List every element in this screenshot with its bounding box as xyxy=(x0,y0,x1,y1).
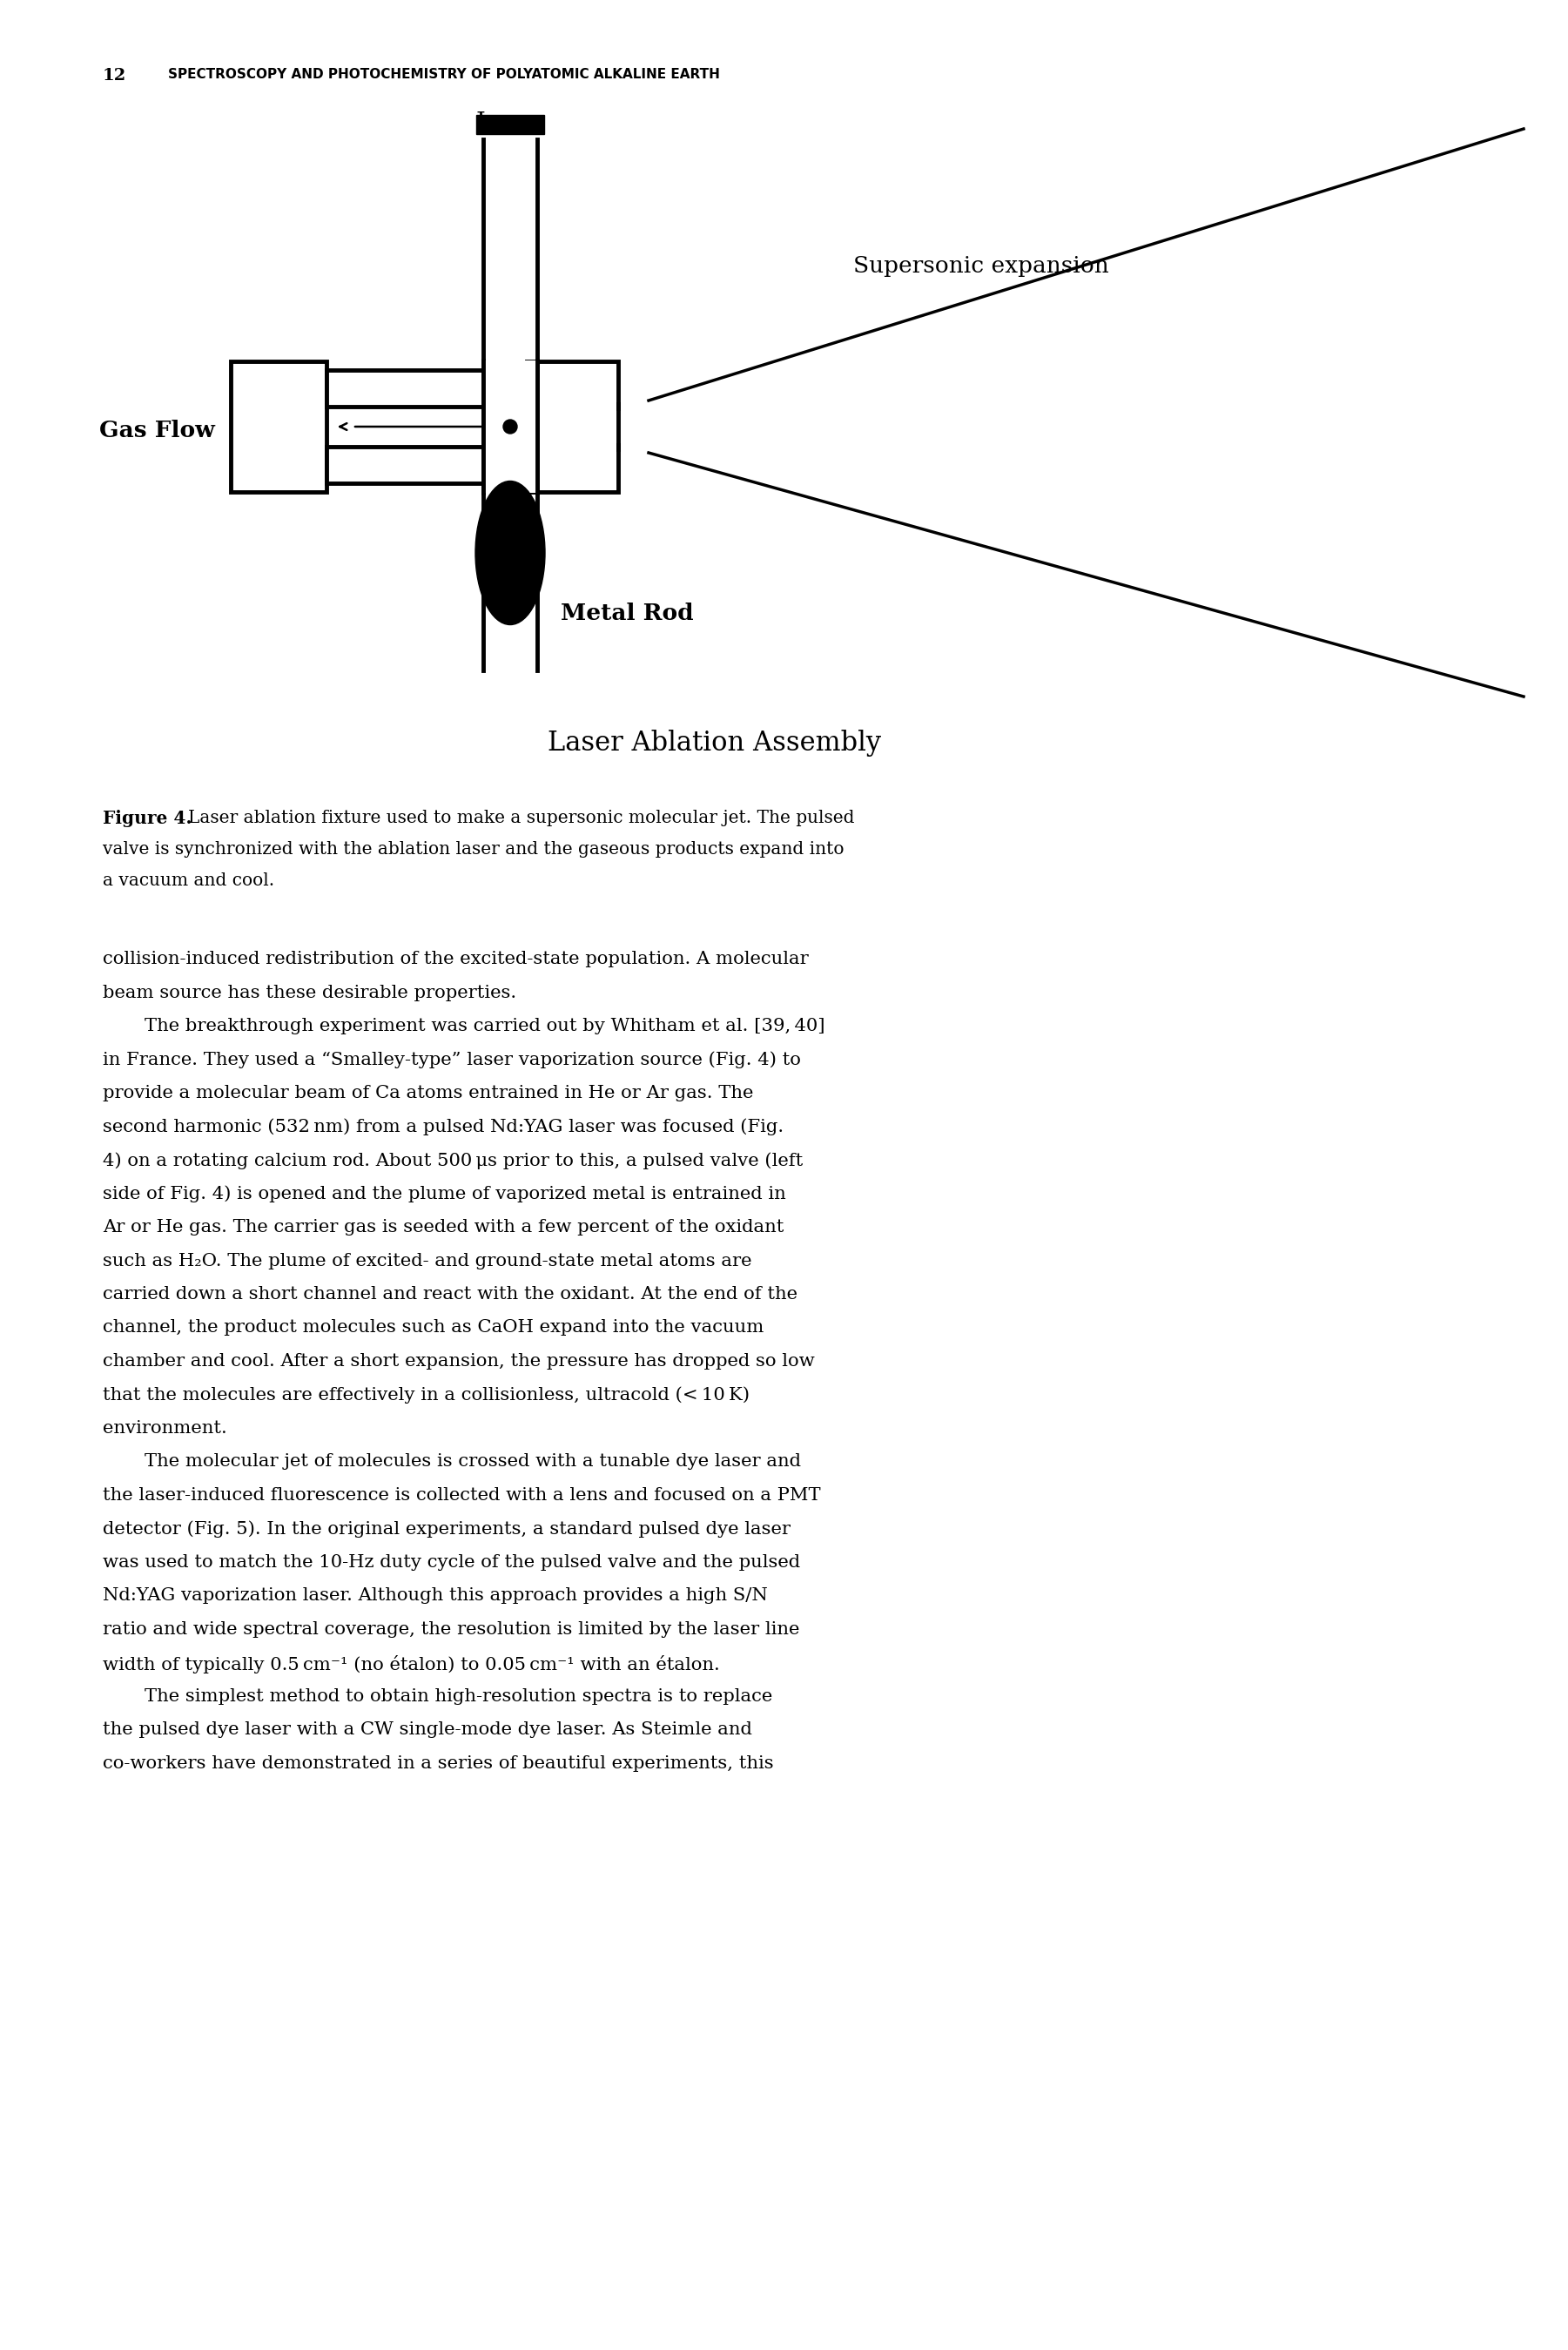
Text: Laser ablation fixture used to make a supersonic molecular jet. The pulsed: Laser ablation fixture used to make a su… xyxy=(188,811,855,827)
Text: carried down a short channel and react with the oxidant. At the end of the: carried down a short channel and react w… xyxy=(103,1285,798,1302)
Text: a vacuum and cool.: a vacuum and cool. xyxy=(103,872,274,888)
Text: Ar or He gas. The carrier gas is seeded with a few percent of the oxidant: Ar or He gas. The carrier gas is seeded … xyxy=(103,1220,784,1236)
Text: channel, the product molecules such as CaOH expand into the vacuum: channel, the product molecules such as C… xyxy=(103,1321,764,1337)
Ellipse shape xyxy=(475,482,546,625)
Text: width of typically 0.5 cm⁻¹ (no étalon) to 0.05 cm⁻¹ with an étalon.: width of typically 0.5 cm⁻¹ (no étalon) … xyxy=(103,1654,720,1673)
Bar xyxy=(230,362,326,491)
Circle shape xyxy=(503,421,517,435)
Text: in France. They used a “Smalley-type” laser vaporization source (Fig. 4) to: in France. They used a “Smalley-type” la… xyxy=(103,1050,801,1069)
Text: beam source has these desirable properties.: beam source has these desirable properti… xyxy=(103,985,516,1001)
Text: Metal Rod: Metal Rod xyxy=(561,604,693,625)
Text: detector (Fig. 5). In the original experiments, a standard pulsed dye laser: detector (Fig. 5). In the original exper… xyxy=(103,1520,790,1537)
Bar xyxy=(326,447,527,484)
Text: 4) on a rotating calcium rod. About 500 μs prior to this, a pulsed valve (left: 4) on a rotating calcium rod. About 500 … xyxy=(103,1152,803,1168)
Text: SPECTROSCOPY AND PHOTOCHEMISTRY OF POLYATOMIC ALKALINE EARTH: SPECTROSCOPY AND PHOTOCHEMISTRY OF POLYA… xyxy=(168,68,720,80)
Text: Laser Ablation Assembly: Laser Ablation Assembly xyxy=(547,728,881,757)
Text: was used to match the 10-Hz duty cycle of the pulsed valve and the pulsed: was used to match the 10-Hz duty cycle o… xyxy=(103,1553,800,1570)
Text: valve is synchronized with the ablation laser and the gaseous products expand in: valve is synchronized with the ablation … xyxy=(103,841,844,858)
Text: environment.: environment. xyxy=(103,1419,227,1436)
Text: Gas Flow: Gas Flow xyxy=(99,421,215,442)
Text: side of Fig. 4) is opened and the plume of vaporized metal is entrained in: side of Fig. 4) is opened and the plume … xyxy=(103,1184,786,1203)
Text: the pulsed dye laser with a CW single-mode dye laser. As Steimle and: the pulsed dye laser with a CW single-mo… xyxy=(103,1723,753,1739)
Text: The simplest method to obtain high-resolution spectra is to replace: The simplest method to obtain high-resol… xyxy=(144,1687,773,1704)
Text: Laser: Laser xyxy=(477,110,544,134)
Text: such as H₂O. The plume of excited- and ground-state metal atoms are: such as H₂O. The plume of excited- and g… xyxy=(103,1253,751,1269)
Text: 12: 12 xyxy=(103,68,127,85)
Text: The breakthrough experiment was carried out by Whitham et al. [39, 40]: The breakthrough experiment was carried … xyxy=(144,1018,825,1034)
Bar xyxy=(477,115,544,134)
Text: Figure 4.: Figure 4. xyxy=(103,811,191,827)
Text: second harmonic (532 nm) from a pulsed Nd:YAG laser was focused (Fig.: second harmonic (532 nm) from a pulsed N… xyxy=(103,1119,784,1135)
Bar xyxy=(326,369,527,407)
Bar xyxy=(527,362,618,491)
Text: co-workers have demonstrated in a series of beautiful experiments, this: co-workers have demonstrated in a series… xyxy=(103,1755,773,1772)
Text: the laser-induced fluorescence is collected with a lens and focused on a PMT: the laser-induced fluorescence is collec… xyxy=(103,1488,820,1504)
Text: chamber and cool. After a short expansion, the pressure has dropped so low: chamber and cool. After a short expansio… xyxy=(103,1354,815,1370)
Bar xyxy=(483,360,538,494)
Text: ratio and wide spectral coverage, the resolution is limited by the laser line: ratio and wide spectral coverage, the re… xyxy=(103,1622,800,1638)
Text: Supersonic expansion: Supersonic expansion xyxy=(853,254,1109,277)
Text: The molecular jet of molecules is crossed with a tunable dye laser and: The molecular jet of molecules is crosse… xyxy=(144,1455,801,1471)
Text: that the molecules are effectively in a collisionless, ultracold (< 10 K): that the molecules are effectively in a … xyxy=(103,1386,750,1403)
Text: provide a molecular beam of Ca atoms entrained in He or Ar gas. The: provide a molecular beam of Ca atoms ent… xyxy=(103,1086,753,1102)
Text: Nd:YAG vaporization laser. Although this approach provides a high S/N: Nd:YAG vaporization laser. Although this… xyxy=(103,1589,768,1605)
Text: collision-induced redistribution of the excited-state population. A molecular: collision-induced redistribution of the … xyxy=(103,952,809,968)
